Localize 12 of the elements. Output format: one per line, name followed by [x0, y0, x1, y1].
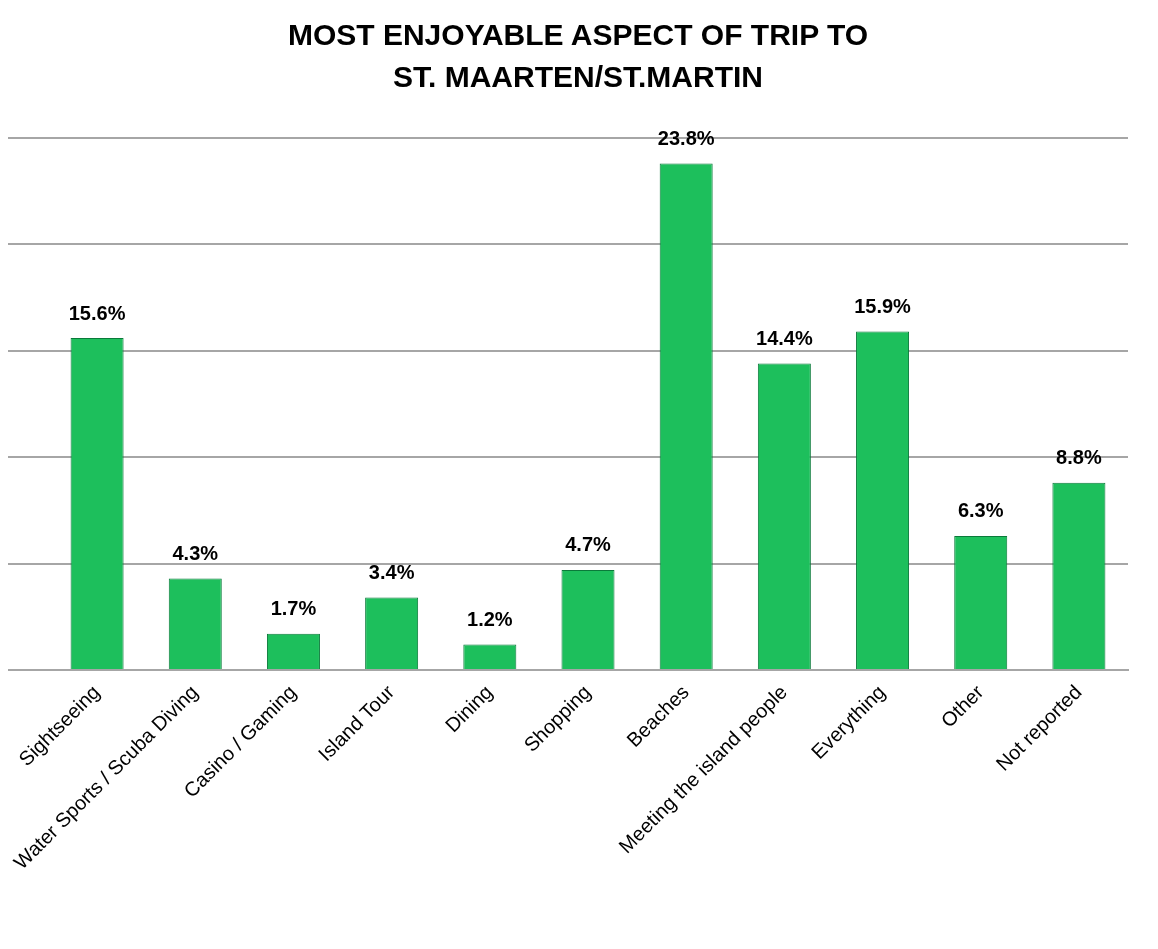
- data-label: 1.7%: [270, 597, 317, 620]
- data-label: 8.8%: [1056, 446, 1102, 469]
- chart-title: MOST ENJOYABLE ASPECT OF TRIP TO ST. MAARTEN/ST.MARTIN: [286, 17, 870, 95]
- data-label: 4.3%: [172, 541, 219, 564]
- data-label: 15.9%: [854, 295, 912, 318]
- data-label: 6.3%: [957, 499, 1004, 522]
- data-label: 15.6%: [68, 301, 126, 324]
- data-label: 23.8%: [657, 127, 715, 150]
- data-label: 3.4%: [368, 561, 415, 584]
- data-label: 14.4%: [756, 327, 813, 350]
- data-label: 4.7%: [565, 533, 612, 556]
- data-label: 1.2%: [467, 607, 513, 630]
